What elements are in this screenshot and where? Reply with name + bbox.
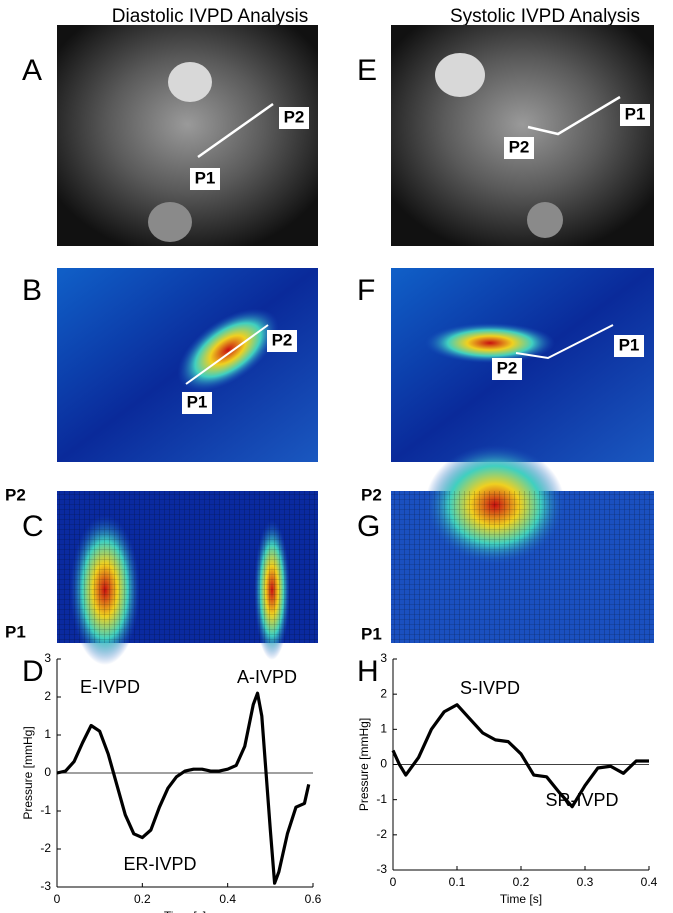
velocity-map-detail xyxy=(177,308,279,392)
point-label: P1 xyxy=(195,168,216,187)
y-tick-label: 0 xyxy=(380,757,387,771)
point-label: P2 xyxy=(5,485,26,504)
point-label: P1 xyxy=(187,392,208,411)
point-label: P1 xyxy=(5,622,26,641)
y-tick-label: -1 xyxy=(40,803,51,817)
y-axis-label: Pressure [mmHg] xyxy=(357,718,371,811)
image-detail xyxy=(148,202,192,242)
point-label: P1 xyxy=(619,335,640,354)
data-line xyxy=(56,691,311,885)
label-box xyxy=(492,358,522,380)
image-detail xyxy=(168,62,212,102)
point-label: P2 xyxy=(509,137,530,156)
panel-label: D xyxy=(22,655,44,688)
point-label: P2 xyxy=(284,107,305,126)
point-label: P2 xyxy=(272,330,293,349)
panel-label: F xyxy=(357,274,375,307)
label-box xyxy=(267,330,297,352)
y-tick-label: 1 xyxy=(44,727,51,741)
grid-overlay xyxy=(391,491,654,643)
grid-overlay xyxy=(57,491,318,643)
panel-label: E xyxy=(357,54,377,87)
y-tick-label: -2 xyxy=(40,841,51,855)
y-axis-label: Pressure [mmHg] xyxy=(21,726,35,819)
velocity-map-detail xyxy=(425,323,555,363)
label-box xyxy=(504,137,534,159)
image-detail xyxy=(435,53,485,97)
label-box xyxy=(190,168,220,190)
point-label: P2 xyxy=(497,358,518,377)
x-tick-label: 0 xyxy=(54,892,61,906)
label-box xyxy=(182,392,212,414)
panel-label: G xyxy=(357,510,380,543)
annotation: E-IVPD xyxy=(80,677,140,697)
panel-label: A xyxy=(22,54,42,87)
panel-label: C xyxy=(22,510,44,543)
x-tick-label: 0.2 xyxy=(513,875,530,889)
title: Systolic IVPD Analysis xyxy=(450,6,640,27)
image-detail xyxy=(527,202,563,238)
y-tick-label: -3 xyxy=(40,879,51,893)
label-box xyxy=(620,104,650,126)
x-tick-label: 0.4 xyxy=(219,892,236,906)
path-line xyxy=(527,95,621,136)
path-line xyxy=(197,102,274,159)
y-tick-label: -2 xyxy=(376,827,387,841)
label-box xyxy=(614,335,644,357)
x-tick-label: 0.6 xyxy=(305,892,322,906)
y-tick-label: -1 xyxy=(376,792,387,806)
title: Diastolic IVPD Analysis xyxy=(112,6,308,27)
x-tick-label: 0.2 xyxy=(134,892,151,906)
path-line xyxy=(515,324,614,360)
point-label: P1 xyxy=(361,624,382,643)
panel-label: H xyxy=(357,655,379,688)
x-tick-label: 0.1 xyxy=(449,875,466,889)
data-line xyxy=(391,703,649,809)
y-tick-label: 3 xyxy=(380,651,387,665)
x-tick-label: 0.3 xyxy=(577,875,594,889)
annotation: ER-IVPD xyxy=(123,854,196,874)
point-label: P1 xyxy=(625,104,646,123)
x-tick-label: 0 xyxy=(390,875,397,889)
annotation: A-IVPD xyxy=(237,667,297,687)
annotation: SR-IVPD xyxy=(545,790,618,810)
x-tick-label: 0.4 xyxy=(641,875,658,889)
y-tick-label: 2 xyxy=(44,689,51,703)
y-tick-label: 2 xyxy=(380,686,387,700)
y-tick-label: -3 xyxy=(376,862,387,876)
y-tick-label: 1 xyxy=(380,722,387,736)
annotation: S-IVPD xyxy=(460,678,520,698)
panel-label: B xyxy=(22,274,42,307)
x-axis-label: Time [s] xyxy=(164,909,206,913)
mri-image xyxy=(57,25,318,246)
path-line xyxy=(185,324,269,385)
x-axis-label: Time [s] xyxy=(500,892,542,906)
velocity-map xyxy=(391,268,654,462)
y-tick-label: 0 xyxy=(44,765,51,779)
y-tick-label: 3 xyxy=(44,651,51,665)
label-box xyxy=(279,107,309,129)
mri-image xyxy=(391,25,654,246)
point-label: P2 xyxy=(361,485,382,504)
